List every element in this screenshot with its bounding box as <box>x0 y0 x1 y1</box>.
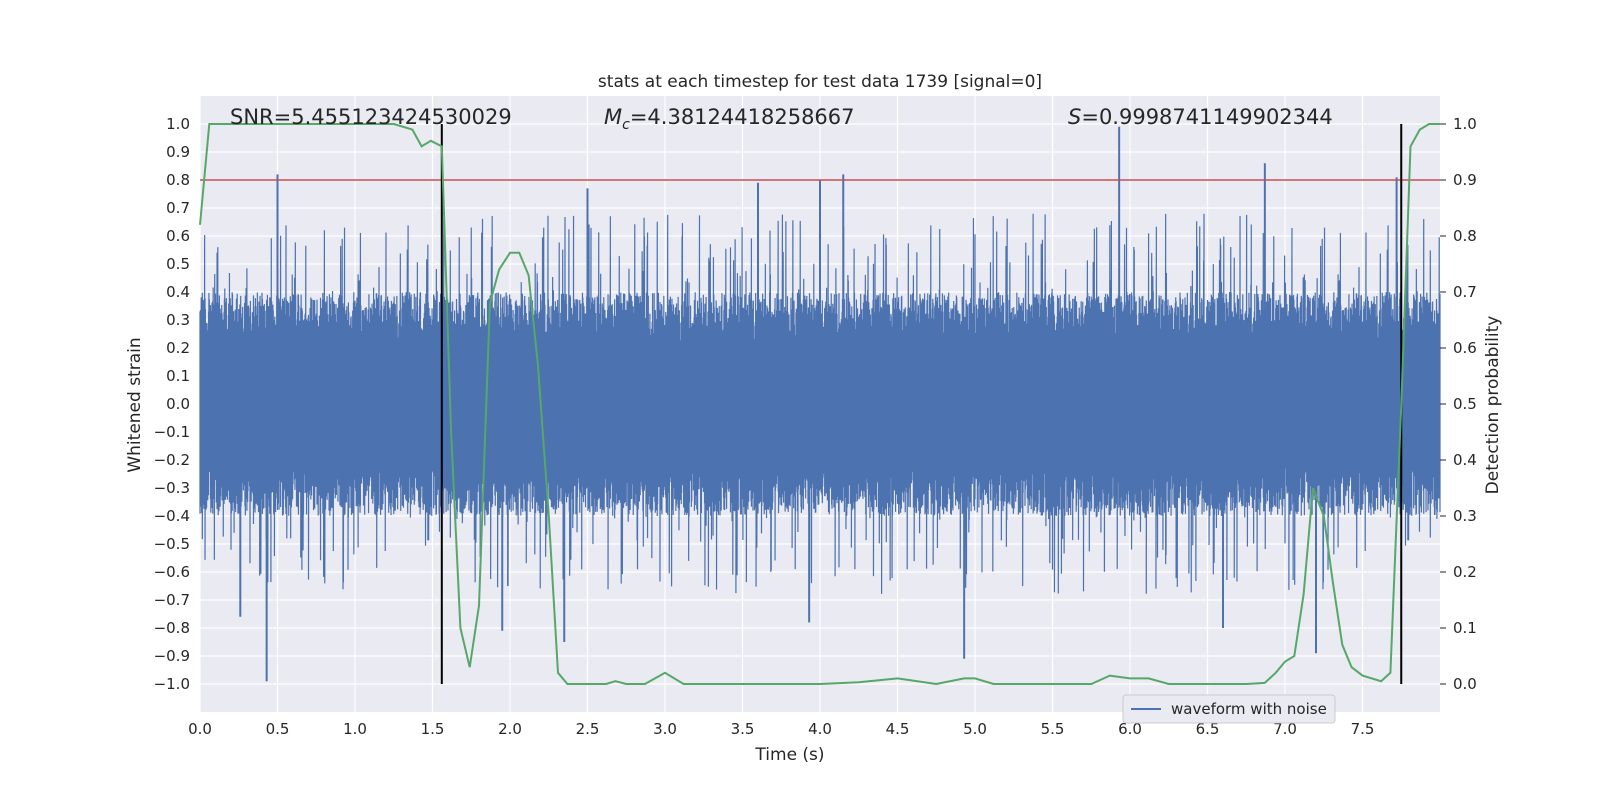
y-tick-label: 0.6 <box>166 227 190 245</box>
y-tick-label: 0.5 <box>166 255 190 273</box>
y2-tick-label: 1.0 <box>1453 115 1477 133</box>
s-symbol: S <box>1068 105 1081 129</box>
y-tick-label: 0.1 <box>166 367 190 385</box>
y2-tick-label: 0.4 <box>1453 451 1477 469</box>
x-tick-label: 6.0 <box>1118 720 1142 738</box>
y2-tick-label: 0.5 <box>1453 395 1477 413</box>
x-tick-label: 2.5 <box>576 720 600 738</box>
y-tick-label: −0.6 <box>154 563 190 581</box>
legend-box <box>1122 694 1336 724</box>
y-tick-label: −0.4 <box>154 507 190 525</box>
chart-title: stats at each timestep for test data 173… <box>598 72 1042 92</box>
s-annotation: S=0.9998741149902344 <box>1068 105 1333 129</box>
y-tick-label: −0.8 <box>154 619 190 637</box>
y2-tick-label: 0.2 <box>1453 563 1477 581</box>
y-axis-label: Whitened strain <box>125 337 145 472</box>
y-tick-label: −0.1 <box>154 423 190 441</box>
x-tick-label: 4.0 <box>808 720 832 738</box>
y-tick-label: 0.3 <box>166 311 190 329</box>
y2-tick-label: 0.1 <box>1453 619 1477 637</box>
y-tick-label: 0.2 <box>166 339 190 357</box>
y2-tick-label: 0.3 <box>1453 507 1477 525</box>
x-tick-label: 7.0 <box>1273 720 1297 738</box>
mc-value: =4.38124418258667 <box>630 105 855 129</box>
y2-tick-label: 0.6 <box>1453 339 1477 357</box>
x-axis-label: Time (s) <box>754 745 824 765</box>
x-tick-label: 7.5 <box>1351 720 1375 738</box>
y2-axis-label: Detection probability <box>1483 316 1503 495</box>
x-tick-label: 3.5 <box>731 720 755 738</box>
y-tick-label: −1.0 <box>154 675 190 693</box>
y-tick-label: −0.3 <box>154 479 190 497</box>
waveform-series <box>199 126 1441 682</box>
legend: waveform with noise <box>1122 694 1336 724</box>
x-tick-label: 4.5 <box>886 720 910 738</box>
detection-probability-line <box>199 123 1440 686</box>
x-tick-label: 1.5 <box>421 720 445 738</box>
right-axis-ticks: 1.0 0.9 0.8 0.7 0.6 0.5 0.4 0.3 0.2 0.1 0.0 <box>1440 115 1477 693</box>
y-tick-label: 1.0 <box>166 115 190 133</box>
left-axis-ticks: 1.0 0.9 0.8 0.7 0.6 0.5 0.4 0.3 0.2 0.1 0.0 −0.1 −0.… <box>154 115 190 693</box>
x-axis-ticks: 0.0 0.5 1.0 1.5 2.0 2.5 3.0 3.5 4.0 4.5 5.0 5.5 6.0 6… <box>188 720 1374 738</box>
x-tick-label: 1.0 <box>343 720 367 738</box>
x-tick-label: 6.5 <box>1196 720 1220 738</box>
x-tick-label: 2.0 <box>498 720 522 738</box>
y-tick-label: −0.7 <box>154 591 190 609</box>
mc-annotation: Mc=4.38124418258667 <box>604 105 855 133</box>
mc-subscript: c <box>622 117 630 133</box>
y-tick-label: 0.7 <box>166 199 190 217</box>
s-value: =0.9998741149902344 <box>1081 105 1332 129</box>
x-tick-label: 0.0 <box>188 720 212 738</box>
y2-tick-label: 0.0 <box>1453 675 1477 693</box>
x-tick-label: 5.5 <box>1041 720 1065 738</box>
y-tick-label: 0.4 <box>166 283 190 301</box>
x-tick-label: 0.5 <box>266 720 290 738</box>
y-tick-label: −0.2 <box>154 451 190 469</box>
y2-tick-label: 0.7 <box>1453 283 1477 301</box>
y-tick-label: 0.9 <box>166 143 190 161</box>
y-tick-label: 0.8 <box>166 171 190 189</box>
snr-annotation: SNR=5.455123424530029 <box>230 105 512 129</box>
y-tick-label: −0.9 <box>154 647 190 665</box>
x-tick-label: 5.0 <box>963 720 987 738</box>
overlay-lines <box>199 123 1440 686</box>
legend-label-waveform: waveform with noise <box>1171 700 1327 718</box>
y2-tick-label: 0.8 <box>1453 227 1477 245</box>
y2-tick-label: 0.9 <box>1453 171 1477 189</box>
y-tick-label: −0.5 <box>154 535 190 553</box>
mc-symbol: M <box>604 105 622 129</box>
x-tick-label: 3.0 <box>653 720 677 738</box>
y-tick-label: 0.0 <box>166 395 190 413</box>
